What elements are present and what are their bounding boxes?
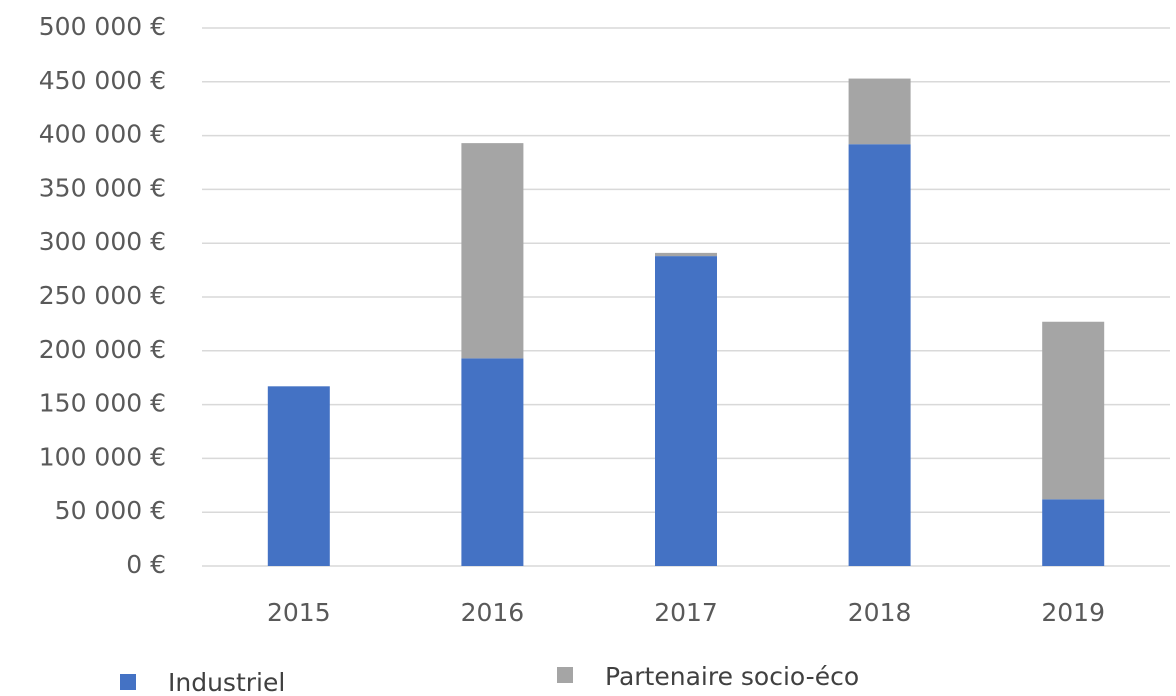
- bar-segment: [848, 144, 911, 566]
- legend-swatch: [120, 674, 136, 690]
- bar-segment: [461, 358, 524, 566]
- y-tick-label: 500 000 €: [39, 12, 166, 41]
- y-tick-label: 450 000 €: [39, 66, 166, 95]
- legend-label: Partenaire socio-éco: [605, 662, 859, 691]
- y-tick-label: 400 000 €: [39, 120, 166, 149]
- legend-swatch: [557, 667, 573, 683]
- y-tick-label: 300 000 €: [39, 227, 166, 256]
- bar-segment: [461, 143, 524, 359]
- x-tick-label: 2015: [267, 598, 331, 627]
- x-tick-label: 2016: [461, 598, 525, 627]
- x-tick-label: 2019: [1041, 598, 1105, 627]
- bar-segment: [848, 78, 911, 145]
- y-tick-label: 100 000 €: [39, 442, 166, 471]
- bar-segment: [1042, 321, 1105, 500]
- y-tick-label: 250 000 €: [39, 281, 166, 310]
- bar-segment: [655, 252, 717, 257]
- x-tick-label: 2017: [654, 598, 718, 627]
- legend-label: Industriel: [168, 668, 285, 696]
- x-tick-label: 2018: [848, 598, 912, 627]
- y-tick-label: 200 000 €: [39, 335, 166, 364]
- bar-segment: [1042, 499, 1105, 566]
- y-tick-label: 350 000 €: [39, 173, 166, 202]
- y-tick-label: 50 000 €: [55, 496, 166, 525]
- y-tick-label: 0 €: [126, 550, 166, 579]
- y-tick-label: 150 000 €: [39, 389, 166, 418]
- bar-segment: [267, 386, 330, 566]
- bar-segment: [655, 256, 717, 566]
